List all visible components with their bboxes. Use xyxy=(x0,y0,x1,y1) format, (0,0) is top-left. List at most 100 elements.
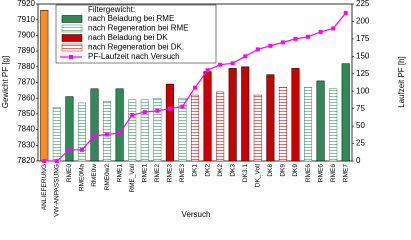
bar xyxy=(203,71,212,162)
line-marker xyxy=(268,43,273,48)
bar xyxy=(103,101,112,162)
x-tick-label: RME2 xyxy=(154,164,161,182)
x-tick-label: DK2 xyxy=(217,164,224,177)
line-marker xyxy=(230,61,235,66)
line-marker xyxy=(67,147,72,152)
bar xyxy=(266,74,275,162)
legend-label: nach Regeneration bei RME xyxy=(88,24,189,33)
bar xyxy=(65,96,74,162)
x-tick-label: RME6 xyxy=(305,164,312,182)
chart: Versuch Gewicht PF [g] Laufzeit PF [h] F… xyxy=(1,0,406,219)
legend: Filtergewicht: nach Beladung bei RMEnach… xyxy=(55,4,217,64)
y2-tick-label: 200 xyxy=(356,17,370,26)
y-tick-label: 7820 xyxy=(17,156,35,165)
bar xyxy=(52,107,61,162)
line-marker xyxy=(343,11,348,16)
y2-tick-label: 75 xyxy=(356,104,365,113)
legend-label: PF-Laufzeit nach Versuch xyxy=(88,52,180,61)
line-marker xyxy=(92,133,97,138)
x-tick-label: RME0 xyxy=(66,164,73,182)
bar xyxy=(40,10,49,162)
x-axis-title: Versuch xyxy=(182,210,211,219)
y2-axis-title: Laufzeit PF [h] xyxy=(397,56,406,108)
x-tick-label: DK3 xyxy=(229,164,236,177)
line-marker xyxy=(142,110,147,115)
line-marker xyxy=(130,112,135,117)
line-marker xyxy=(243,54,248,59)
y-tick-label: 7920 xyxy=(17,0,35,8)
bar xyxy=(241,66,250,162)
line-marker xyxy=(79,147,84,152)
bar xyxy=(304,86,313,162)
y2-tick-label: 225 xyxy=(356,0,370,8)
legend-swatch xyxy=(61,43,83,52)
legend-swatch xyxy=(61,24,83,33)
line-marker xyxy=(42,159,47,163)
line-marker xyxy=(105,132,110,137)
x-tick-label: RME_Voll xyxy=(129,163,136,192)
y-tick-label: 7900 xyxy=(17,31,35,40)
legend-label: nach Beladung bei DK xyxy=(88,33,168,42)
line-marker xyxy=(193,85,197,90)
x-tick-label: RME7 xyxy=(342,164,349,182)
legend-label: nach Regeneration bei DK. xyxy=(88,43,184,52)
line-marker xyxy=(167,106,172,111)
bar xyxy=(153,97,162,162)
legend-swatch xyxy=(61,15,83,23)
bar xyxy=(77,102,86,162)
x-tick-label: RME0w2 xyxy=(104,164,111,191)
line-marker xyxy=(218,62,223,67)
y2-tick-label: 25 xyxy=(356,139,365,148)
bar xyxy=(165,83,174,162)
bar xyxy=(278,86,287,162)
page: Versuch Gewicht PF [g] Laufzeit PF [h] F… xyxy=(1,0,407,220)
y-axis-title: Gewicht PF [g] xyxy=(1,56,10,108)
bar xyxy=(190,94,200,162)
x-tick-label: DK2 xyxy=(204,164,211,177)
line-marker xyxy=(280,40,285,45)
x-tick-label: RME3 xyxy=(167,164,174,182)
y2-tick-label: 175 xyxy=(356,34,370,43)
y2-tick-label: 100 xyxy=(356,86,370,95)
bar xyxy=(216,91,225,162)
bar xyxy=(115,88,124,162)
y2-tick-label: 125 xyxy=(356,69,370,78)
legend-box xyxy=(55,4,217,64)
bar xyxy=(228,68,237,162)
bar xyxy=(291,68,300,162)
bar xyxy=(341,63,350,162)
y-tick-label: 7890 xyxy=(17,46,35,55)
y2-tick-label: 0 xyxy=(356,156,361,165)
x-tick-label: RME1 xyxy=(141,164,148,182)
bar xyxy=(316,80,325,162)
y-tick-label: 7870 xyxy=(17,78,35,87)
bar xyxy=(90,88,99,162)
x-tick-label: DK9 xyxy=(292,164,299,177)
y2-tick-label: 50 xyxy=(356,121,365,130)
x-tick-label: DK3.1 xyxy=(242,164,249,182)
x-tick-label: DK1 xyxy=(192,164,199,177)
bar xyxy=(253,94,262,162)
legend-swatch xyxy=(69,55,73,59)
line-marker xyxy=(318,29,323,34)
line-marker xyxy=(255,47,260,52)
x-tick-label: RME3 xyxy=(179,164,186,182)
x-tick-label: RME6 xyxy=(330,164,337,182)
x-tick-label: RME0Ma xyxy=(79,164,86,191)
x-tick-label: ANLIEFERUNG xyxy=(41,164,48,210)
x-tick-label: RME0w xyxy=(91,164,98,187)
line-marker xyxy=(180,104,185,109)
line-marker xyxy=(155,108,160,113)
line-marker xyxy=(293,36,298,41)
line-marker xyxy=(54,159,59,163)
legend-title: Filtergewicht: xyxy=(88,5,135,14)
y2-tick-label: 150 xyxy=(356,51,370,60)
line-marker xyxy=(117,131,122,136)
line-marker xyxy=(205,68,210,73)
x-tick-label: DK8 xyxy=(267,164,274,177)
bar xyxy=(329,88,338,162)
x-tick-label: DK9 xyxy=(280,164,287,177)
x-tick-label: RME6 xyxy=(317,164,324,182)
line-marker xyxy=(306,34,311,39)
line-marker xyxy=(331,26,336,31)
